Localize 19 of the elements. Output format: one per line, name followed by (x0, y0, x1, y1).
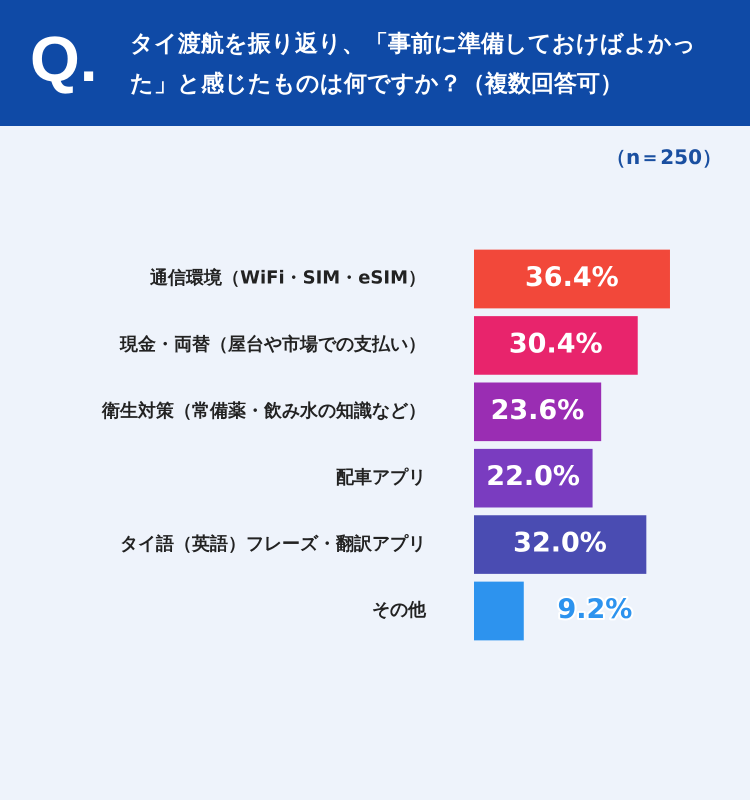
text: Q. (30, 22, 98, 96)
y-tick-label: 衛生対策（常備薬・飲み水の知識など） (101, 400, 426, 422)
y-tick-label: その他 (372, 600, 427, 621)
chart-title: タイ渡航を振り返り、「事前に準備しておけばよかった」と感じたものは何ですか？（複数回答可） (130, 30, 697, 99)
data-label: 30.4% (508, 328, 603, 360)
data-label: 36.4% (524, 262, 619, 294)
data-label: 9.2% (557, 594, 632, 626)
data-label: 32.0% (513, 528, 607, 559)
chart-subtitle: （n＝250） (606, 144, 722, 171)
y-tick-label: タイ語（英語）フレーズ・翻訳アプリ (120, 533, 426, 554)
data-label: 23.6% (490, 394, 584, 426)
data-label: 22.0% (486, 461, 580, 492)
y-tick-label: 配車アプリ (336, 466, 426, 488)
y-tick-label: 現金・両替（屋台や市場での支払い） (119, 334, 426, 356)
bar (474, 582, 524, 640)
y-tick-label: 通信環境（WiFi・SIM・eSIM） (149, 268, 426, 289)
bar (474, 250, 670, 308)
bar (474, 515, 646, 574)
bar (474, 316, 638, 375)
